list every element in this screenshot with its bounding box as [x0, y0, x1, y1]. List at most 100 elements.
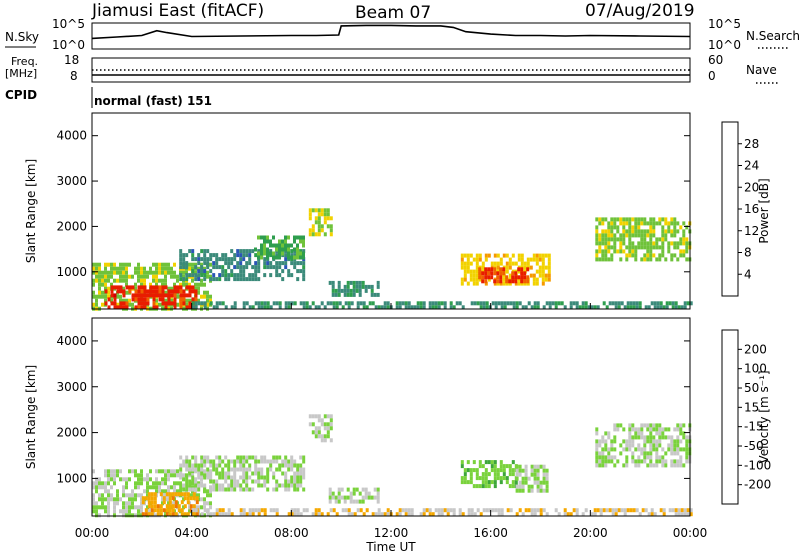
data-cell [668, 508, 672, 513]
data-cell [386, 301, 390, 306]
data-cell [212, 277, 216, 282]
data-cell [167, 497, 170, 502]
data-cell [682, 233, 686, 238]
data-cell [352, 499, 356, 504]
data-cell [494, 508, 498, 513]
data-cell [505, 464, 509, 469]
data-cell [376, 491, 380, 496]
data-cell [335, 301, 339, 306]
data-cell [679, 237, 683, 242]
data-cell [355, 288, 359, 293]
freq-panel: Freq. [MHz] 18 8 60 0 Nave [5, 53, 778, 84]
data-cell [529, 273, 533, 278]
data-cell [475, 269, 479, 274]
data-cell [679, 463, 683, 468]
data-cell [284, 479, 288, 484]
data-cell [524, 480, 528, 485]
data-cell [131, 302, 134, 307]
data-cell [604, 439, 608, 444]
data-cell [538, 253, 542, 258]
data-cell [254, 471, 258, 476]
data-cell [134, 293, 138, 298]
data-cell [284, 475, 288, 480]
data-cell [598, 233, 602, 238]
data-cell [469, 261, 473, 266]
station-title: Jiamusi East (fitACF) [91, 1, 264, 21]
data-cell [613, 447, 617, 452]
data-cell [652, 439, 656, 444]
data-cell [584, 508, 588, 513]
data-cell [679, 253, 683, 258]
data-cell [263, 243, 266, 248]
data-cell [541, 269, 545, 274]
data-cell [140, 477, 143, 482]
data-cell [92, 493, 95, 498]
data-cell [227, 483, 231, 488]
data-cell [616, 217, 620, 222]
data-cell [352, 487, 356, 492]
data-cell [263, 251, 266, 256]
data-cell [254, 261, 258, 266]
data-cell [173, 485, 176, 490]
data-cell [349, 292, 353, 297]
data-cell [665, 301, 669, 306]
data-cell [236, 483, 240, 488]
data-cell [275, 467, 279, 472]
data-cell [293, 261, 297, 266]
data-cell [469, 476, 473, 481]
data-cell [407, 512, 411, 517]
data-cell [230, 269, 234, 274]
data-cell [143, 266, 146, 271]
data-cell [159, 508, 163, 513]
data-cell [122, 477, 125, 482]
data-cell [533, 468, 537, 473]
data-cell [182, 253, 186, 258]
data-cell [233, 273, 237, 278]
data-cell [542, 476, 546, 481]
data-cell [646, 249, 650, 254]
data-cell [287, 305, 291, 310]
data-cell [218, 265, 222, 270]
data-cell [643, 455, 647, 460]
data-cell [670, 233, 674, 238]
data-cell [626, 508, 630, 513]
data-cell [161, 497, 164, 502]
data-cell [631, 229, 635, 234]
data-cell [658, 455, 662, 460]
data-cell [182, 282, 185, 287]
data-cell [337, 280, 341, 285]
data-cell [475, 261, 479, 266]
data-cell [173, 297, 177, 302]
data-cell [263, 239, 266, 244]
data-cell [373, 487, 377, 492]
data-cell [200, 463, 204, 468]
data-cell [95, 481, 98, 486]
data-cell [110, 266, 113, 271]
data-cell [619, 249, 623, 254]
power-colorbar-label: Power [dB] [757, 178, 771, 243]
data-cell [682, 431, 686, 436]
data-cell [689, 512, 693, 517]
data-cell [179, 297, 183, 302]
data-cell [248, 277, 252, 282]
data-cell [167, 477, 170, 482]
data-cell [140, 282, 143, 287]
data-cell [227, 467, 231, 472]
data-cell [164, 493, 167, 498]
data-cell [649, 237, 653, 242]
data-cell [185, 298, 188, 303]
data-cell [254, 269, 258, 274]
data-cell [191, 467, 195, 472]
data-cell [628, 241, 632, 246]
data-cell [676, 435, 680, 440]
data-cell [548, 305, 552, 310]
data-cell [266, 261, 270, 266]
data-cell [257, 479, 261, 484]
data-cell [230, 459, 234, 464]
data-cell [652, 253, 656, 258]
data-cell [302, 249, 306, 254]
data-cell [185, 473, 188, 478]
data-cell [584, 301, 588, 306]
data-cell [140, 270, 143, 275]
data-cell [128, 497, 131, 502]
